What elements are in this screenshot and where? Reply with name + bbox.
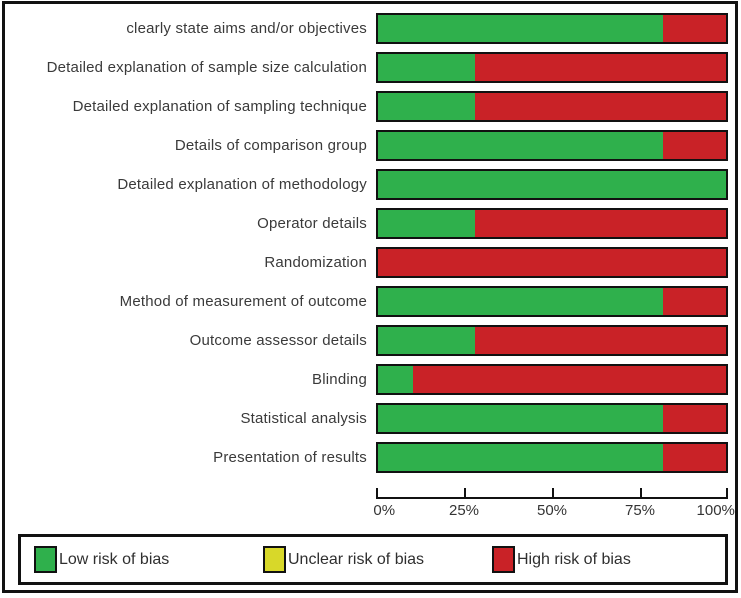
axis-tick-label: 75% xyxy=(624,502,656,519)
row-label: Presentation of results xyxy=(213,449,367,466)
bar-segment-high xyxy=(663,15,726,42)
bar-track xyxy=(376,169,728,200)
chart-row: Detailed explanation of sampling techniq… xyxy=(10,91,728,122)
row-label: Outcome assessor details xyxy=(189,332,367,349)
bar-track xyxy=(376,13,728,44)
legend-label: Low risk of bias xyxy=(59,550,170,568)
bar-segment-high xyxy=(412,366,726,393)
chart-row: Randomization xyxy=(10,247,728,278)
bar-segment-high xyxy=(663,288,726,315)
chart-row: Operator details xyxy=(10,208,728,239)
bar-segment-low xyxy=(378,93,476,120)
bar-track xyxy=(376,52,728,83)
axis-tick xyxy=(464,488,466,499)
chart-row: Detailed explanation of sample size calc… xyxy=(10,52,728,83)
bar-segment-high xyxy=(663,405,726,432)
x-axis: 0% 25% 50% 75% 100% xyxy=(373,487,735,522)
bar-segment-low xyxy=(378,366,413,393)
chart-row: Details of comparison group xyxy=(10,130,728,161)
bar-segment-low xyxy=(378,54,476,81)
row-label: Operator details xyxy=(257,215,367,232)
row-label: Details of comparison group xyxy=(174,137,367,154)
row-label: Blinding xyxy=(312,371,367,388)
bar-segment-high xyxy=(663,132,726,159)
bar-segment-low xyxy=(378,327,476,354)
row-label: Detailed explanation of sampling techniq… xyxy=(72,98,367,115)
bar-track xyxy=(376,247,728,278)
bar-track xyxy=(376,91,728,122)
axis-tick-label: 25% xyxy=(448,502,480,519)
row-label: Detailed explanation of methodology xyxy=(117,176,367,193)
bar-track xyxy=(376,286,728,317)
bar-track xyxy=(376,442,728,473)
bar-track xyxy=(376,325,728,356)
legend-swatch xyxy=(34,546,57,573)
bar-segment-high xyxy=(663,444,726,471)
chart-row: clearly state aims and/or objectives xyxy=(10,13,728,44)
bar-segment-low xyxy=(378,405,664,432)
row-label: Randomization xyxy=(264,254,367,271)
bar-track xyxy=(376,403,728,434)
chart-row: Detailed explanation of methodology xyxy=(10,169,728,200)
x-axis-labels: 0% 25% 50% 75% 100% xyxy=(373,502,735,522)
axis-tick xyxy=(726,488,728,499)
legend: Low risk of bias Unclear risk of bias High… xyxy=(18,534,728,585)
legend-item: Low risk of bias xyxy=(34,546,263,573)
bar-segment-high xyxy=(475,54,726,81)
x-axis-ticks xyxy=(376,487,728,499)
bar-segment-low xyxy=(378,210,476,237)
legend-swatch xyxy=(492,546,515,573)
bar-segment-low xyxy=(378,288,664,315)
chart-row: Method of measurement of outcome xyxy=(10,286,728,317)
bar-segment-low xyxy=(378,444,664,471)
legend-swatch xyxy=(263,546,286,573)
bar-segment-high xyxy=(475,327,726,354)
legend-label: Unclear risk of bias xyxy=(288,550,425,568)
row-label: clearly state aims and/or objectives xyxy=(126,20,367,37)
axis-tick xyxy=(376,488,378,499)
axis-tick xyxy=(640,488,642,499)
bar-track xyxy=(376,130,728,161)
legend-item: High risk of bias xyxy=(492,546,721,573)
axis-tick-label: 0% xyxy=(373,502,396,519)
bar-segment-low xyxy=(378,132,664,159)
axis-tick-label: 50% xyxy=(536,502,568,519)
bar-segment-high xyxy=(378,249,726,276)
bar-track xyxy=(376,208,728,239)
row-label: Statistical analysis xyxy=(240,410,367,427)
bar-segment-high xyxy=(475,210,726,237)
axis-tick xyxy=(552,488,554,499)
bar-segment-low xyxy=(378,171,726,198)
chart-row: Presentation of results xyxy=(10,442,728,473)
chart-row: Outcome assessor details xyxy=(10,325,728,356)
bar-segment-low xyxy=(378,15,664,42)
legend-label: High risk of bias xyxy=(517,550,631,568)
chart-rows: clearly state aims and/or objectives Deta… xyxy=(10,13,728,473)
chart-row: Statistical analysis xyxy=(10,403,728,434)
bar-segment-high xyxy=(475,93,726,120)
bar-track xyxy=(376,364,728,395)
row-label: Detailed explanation of sample size calc… xyxy=(46,59,367,76)
axis-tick-label: 100% xyxy=(696,502,735,519)
chart-row: Blinding xyxy=(10,364,728,395)
legend-item: Unclear risk of bias xyxy=(263,546,492,573)
row-label: Method of measurement of outcome xyxy=(119,293,367,310)
